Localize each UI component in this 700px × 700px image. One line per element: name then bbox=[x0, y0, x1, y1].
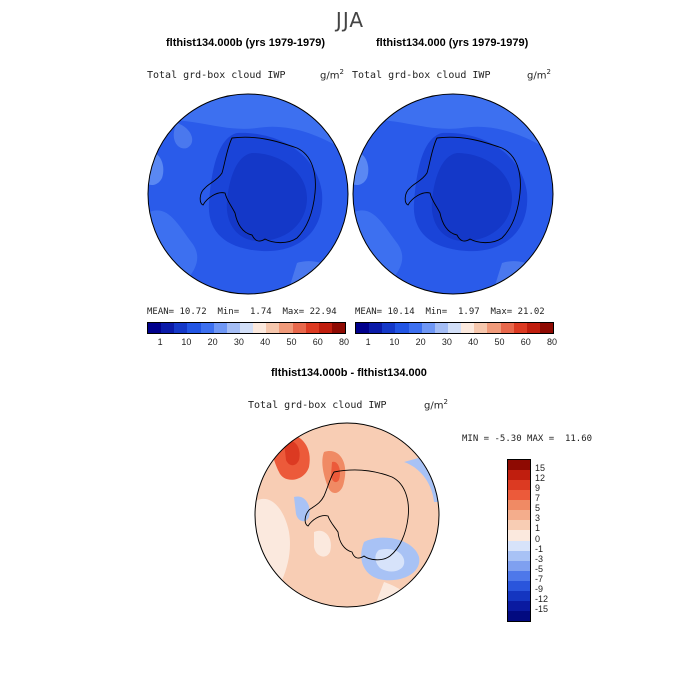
panel1-stats: MEAN= 10.72 Min= 1.74 Max= 22.94 bbox=[147, 307, 337, 317]
diff-colorbar bbox=[507, 459, 531, 622]
panel2-colorbar-tick-label: 1 bbox=[365, 337, 371, 347]
panel2-colorbar-swatch bbox=[461, 323, 475, 333]
panel2-polar-map bbox=[352, 93, 554, 295]
diff-colorbar-swatch bbox=[508, 600, 530, 611]
panel1-colorbar-swatch bbox=[174, 323, 188, 333]
diff-colorbar-swatch bbox=[508, 570, 530, 581]
panel1-colorbar-tick-label: 80 bbox=[338, 337, 349, 347]
diff-colorbar-swatch bbox=[508, 510, 530, 521]
diff-panel-title: flthist134.000b - flthist134.000 bbox=[271, 367, 427, 379]
panel2-colorbar-tick-label: 50 bbox=[494, 337, 505, 347]
diff-colorbar-tick-label: -3 bbox=[535, 553, 544, 564]
diff-variable-label: Total grd-box cloud IWP bbox=[248, 400, 387, 411]
panel1-colorbar-swatch bbox=[213, 323, 227, 333]
diff-colorbar-swatch bbox=[508, 530, 530, 541]
panel2-colorbar-tick-label: 40 bbox=[468, 337, 479, 347]
diff-colorbar-tick-label: 7 bbox=[535, 493, 541, 504]
panel1-colorbar-tick-label: 30 bbox=[233, 337, 244, 347]
diff-colorbar-tick-label: -12 bbox=[535, 593, 549, 604]
diff-colorbar-tick-label: 0 bbox=[535, 533, 541, 544]
diff-colorbar-tick-label: -15 bbox=[535, 603, 549, 614]
diff-colorbar-swatch bbox=[508, 560, 530, 571]
panel1-colorbar-swatch bbox=[279, 323, 293, 333]
diff-colorbar-swatch bbox=[508, 550, 530, 561]
diff-colorbar-tick-label: -1 bbox=[535, 543, 544, 554]
panel2-units: g/m2 bbox=[527, 68, 551, 82]
panel1-colorbar-swatch bbox=[331, 323, 346, 333]
panel1-colorbar-swatch bbox=[239, 323, 254, 333]
diff-units: g/m2 bbox=[424, 398, 448, 412]
panel2-colorbar-swatch bbox=[382, 323, 396, 333]
diff-colorbar-swatch bbox=[508, 490, 530, 501]
panel1-colorbar-swatch bbox=[161, 323, 175, 333]
panel2-colorbar-tick-label: 10 bbox=[389, 337, 400, 347]
panel1-colorbar-tick-label: 10 bbox=[181, 337, 192, 347]
panel2-colorbar-swatch bbox=[487, 323, 501, 333]
panel1-colorbar-tick-label: 1 bbox=[157, 337, 163, 347]
panel2-colorbar-swatch bbox=[369, 323, 383, 333]
diff-colorbar-swatch bbox=[508, 520, 530, 531]
diff-colorbar-tick-label: -5 bbox=[535, 563, 544, 574]
diff-polar-map bbox=[254, 422, 440, 608]
diff-colorbar-swatch bbox=[508, 610, 530, 621]
page-title: JJA bbox=[335, 8, 365, 32]
panel1-colorbar-tick-label: 60 bbox=[312, 337, 323, 347]
panel1-colorbar-swatch bbox=[253, 323, 267, 333]
panel2-colorbar-swatch bbox=[539, 323, 554, 333]
panel1-colorbar-swatch bbox=[148, 323, 162, 333]
panel1-units: g/m2 bbox=[320, 68, 344, 82]
diff-colorbar-tick-label: 9 bbox=[535, 483, 541, 494]
diff-colorbar-tick-label: 12 bbox=[535, 473, 546, 484]
panel2-colorbar-swatch bbox=[356, 323, 370, 333]
panel1-colorbar-swatch bbox=[292, 323, 306, 333]
panel1-colorbar-swatch bbox=[187, 323, 201, 333]
panel2-colorbar-swatch bbox=[408, 323, 422, 333]
diff-colorbar-labels: 15 12 9 7 5 3 1 0 -1 -3 -5 -7 -9 -12 -15 bbox=[535, 459, 575, 620]
panel2-stats: MEAN= 10.14 Min= 1.97 Max= 21.02 bbox=[355, 307, 545, 317]
panel2-colorbar bbox=[355, 322, 554, 334]
panel1-polar-map bbox=[147, 93, 349, 295]
diff-colorbar-swatch bbox=[508, 480, 530, 491]
diff-colorbar-swatch bbox=[508, 460, 530, 471]
diff-colorbar-swatch bbox=[508, 470, 530, 481]
panel1-colorbar bbox=[147, 322, 346, 334]
panel2-colorbar-tick-label: 60 bbox=[520, 337, 531, 347]
panel1-variable-label: Total grd-box cloud IWP bbox=[147, 70, 286, 81]
diff-colorbar-swatch bbox=[508, 500, 530, 511]
panel2-colorbar-tick-label: 30 bbox=[441, 337, 452, 347]
panel1-colorbar-tick-label: 20 bbox=[207, 337, 218, 347]
panel2-colorbar-swatch bbox=[447, 323, 462, 333]
panel2-colorbar-swatch bbox=[474, 323, 488, 333]
diff-colorbar-tick-label: 3 bbox=[535, 513, 541, 524]
panel1-colorbar-tick-label: 40 bbox=[260, 337, 271, 347]
panel2-colorbar-swatch bbox=[395, 323, 409, 333]
panel1-colorbar-tick-label: 50 bbox=[286, 337, 297, 347]
panel1-colorbar-swatch bbox=[226, 323, 240, 333]
panel2-colorbar-swatch bbox=[434, 323, 448, 333]
diff-colorbar-tick-label: -9 bbox=[535, 583, 544, 594]
diff-stats: MIN = -5.30 MAX = 11.60 bbox=[462, 434, 593, 444]
panel1-colorbar-swatch bbox=[305, 323, 319, 333]
panel2-colorbar-labels: 1 10 20 30 40 50 60 80 bbox=[355, 337, 557, 349]
panel2-variable-label: Total grd-box cloud IWP bbox=[352, 70, 491, 81]
diff-colorbar-tick-label: 5 bbox=[535, 503, 541, 514]
diff-colorbar-tick-label: 15 bbox=[535, 463, 546, 474]
panel2-colorbar-swatch bbox=[421, 323, 435, 333]
panel1-title: flthist134.000b (yrs 1979-1979) bbox=[166, 37, 325, 49]
panel2-colorbar-swatch bbox=[500, 323, 514, 333]
panel2-title: flthist134.000 (yrs 1979-1979) bbox=[376, 37, 529, 49]
diff-colorbar-tick-label: -7 bbox=[535, 573, 544, 584]
panel1-colorbar-swatch bbox=[318, 323, 332, 333]
panel2-colorbar-tick-label: 20 bbox=[415, 337, 426, 347]
diff-colorbar-tick-label: 1 bbox=[535, 523, 541, 534]
diff-colorbar-swatch bbox=[508, 540, 530, 551]
panel2-colorbar-swatch bbox=[513, 323, 527, 333]
panel1-colorbar-swatch bbox=[200, 323, 214, 333]
panel2-colorbar-tick-label: 80 bbox=[546, 337, 557, 347]
diff-colorbar-swatch bbox=[508, 580, 530, 591]
diff-colorbar-swatch bbox=[508, 590, 530, 601]
panel1-colorbar-swatch bbox=[266, 323, 280, 333]
panel1-colorbar-labels: 1 10 20 30 40 50 60 80 bbox=[147, 337, 349, 349]
panel2-colorbar-swatch bbox=[526, 323, 540, 333]
